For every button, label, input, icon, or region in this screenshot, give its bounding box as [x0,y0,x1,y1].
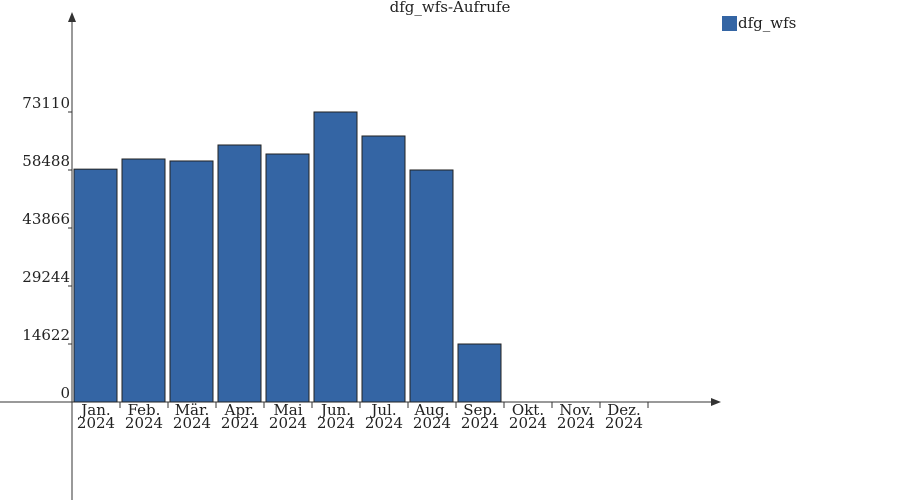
y-tick-label: 29244 [22,268,70,286]
y-tick-label: 14622 [22,326,70,344]
y-tick-label: 43866 [22,210,70,228]
bar [409,169,454,403]
bar [457,343,502,403]
x-tick-label: Apr. 2024 [220,401,260,432]
x-tick-label: Sep. 2024 [460,401,500,432]
x-tick-label: Mär. 2024 [172,401,212,432]
legend-label: dfg_wfs [738,14,796,32]
bar [217,144,262,403]
bar [121,158,166,403]
y-tick-label: 0 [60,384,70,402]
chart-title: dfg_wfs-Aufrufe [390,0,511,16]
x-tick-label: Jul. 2024 [364,401,404,432]
x-tick-label: Jan. 2024 [76,401,116,432]
y-tick-label: 73110 [22,94,70,112]
x-tick-label: Dez. 2024 [604,401,644,432]
x-tick-label: Jun. 2024 [316,401,356,432]
x-tick-label: Aug. 2024 [412,401,452,432]
x-axis-arrow [711,398,721,406]
bar [73,168,118,403]
bar [361,135,406,403]
bar [313,111,358,403]
y-axis-arrow [68,12,76,22]
x-tick-label: Feb. 2024 [124,401,164,432]
y-tick-label: 58488 [22,152,70,170]
legend-swatch [722,16,737,31]
bar [265,153,310,403]
x-tick-label: Okt. 2024 [508,401,548,432]
x-tick-label: Mai 2024 [268,401,308,432]
bar [169,160,214,403]
x-tick-label: Nov. 2024 [556,401,596,432]
